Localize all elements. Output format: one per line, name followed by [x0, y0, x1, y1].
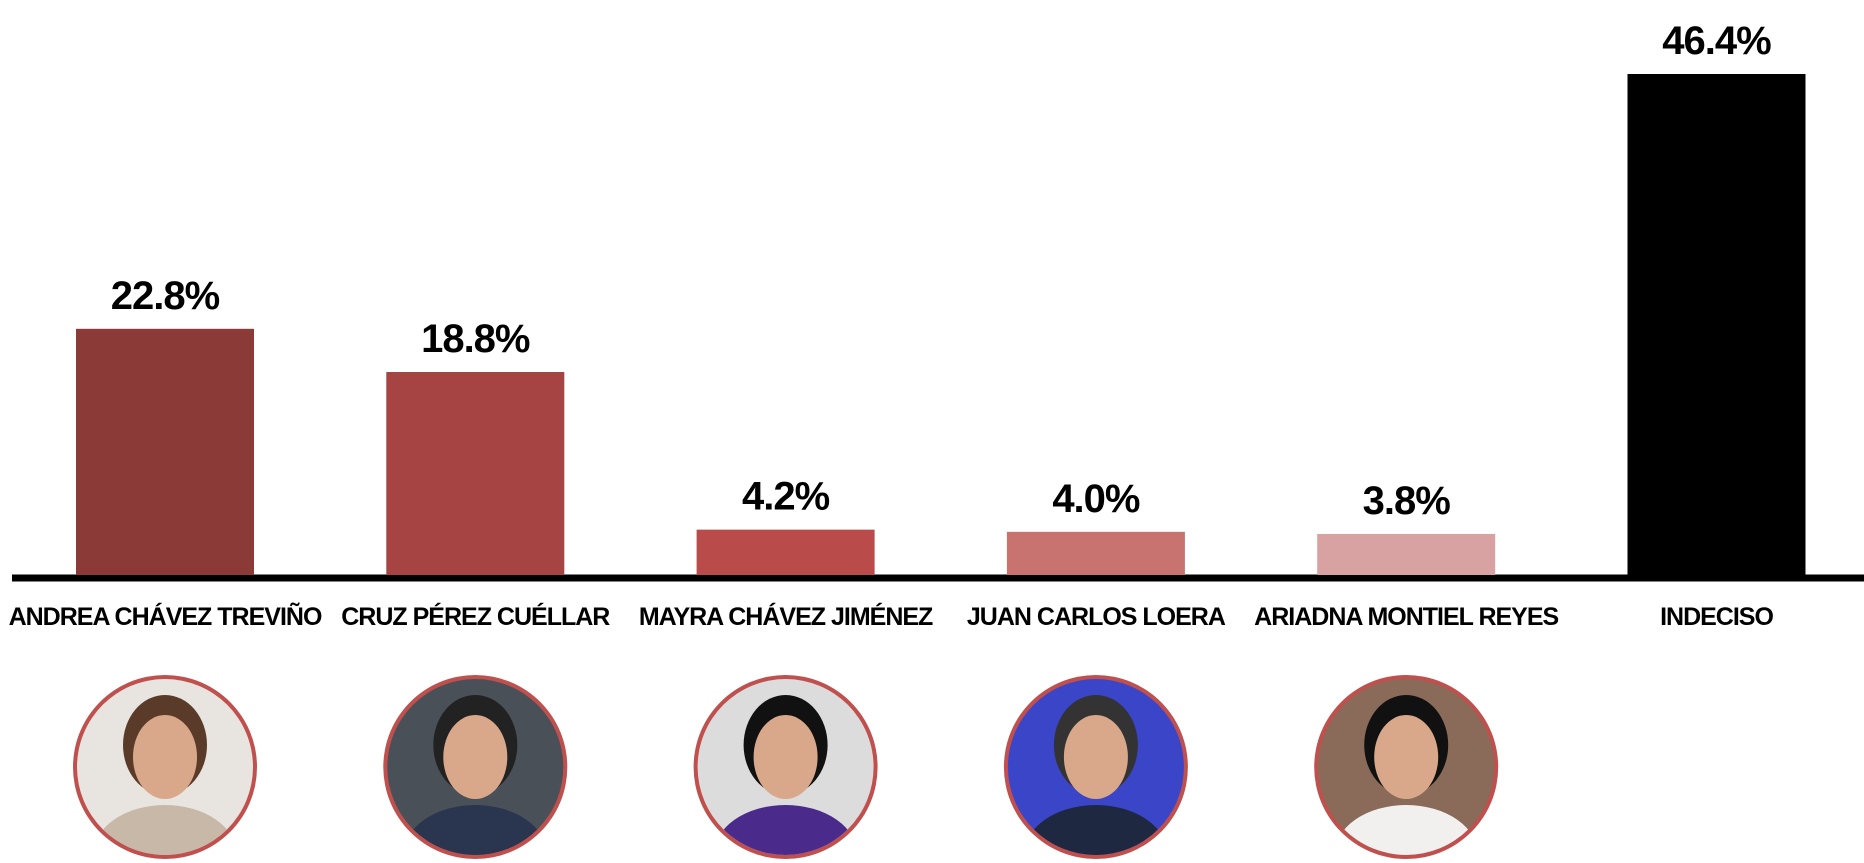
photo-face: [443, 715, 508, 799]
candidate-photo: [383, 675, 568, 859]
photo-content: [1318, 679, 1495, 855]
bar: [696, 529, 875, 575]
candidate-photo: [693, 675, 878, 859]
photo-content: [697, 679, 874, 855]
value-label: 18.8%: [421, 317, 530, 361]
photo-face: [1063, 715, 1128, 799]
value-label: 22.8%: [111, 274, 220, 318]
value-label: 4.2%: [742, 475, 830, 519]
bar: [1006, 531, 1185, 575]
candidate-photo: [1003, 675, 1188, 859]
photo-body: [1334, 805, 1479, 855]
photo-body: [93, 805, 237, 855]
value-label: 4.0%: [1052, 477, 1140, 521]
candidate-photo: [1314, 675, 1499, 859]
value-label: 3.8%: [1363, 479, 1451, 523]
bar: [1627, 74, 1806, 575]
photo-body: [713, 805, 858, 855]
value-label: 46.4%: [1662, 19, 1771, 63]
x-tick-label: ANDREA CHÁVEZ TREVIÑO: [9, 601, 322, 631]
bar: [1317, 533, 1496, 575]
photo-face: [753, 715, 818, 799]
candidate-photo: [73, 675, 257, 859]
x-tick-label: JUAN CARLOS LOERA: [967, 603, 1226, 631]
photo-face: [1374, 715, 1439, 799]
x-tick-label: INDECISO: [1660, 603, 1773, 631]
x-tick-label: MAYRA CHÁVEZ JIMÉNEZ: [639, 602, 933, 631]
bar: [76, 328, 254, 575]
x-tick-label: ARIADNA MONTIEL REYES: [1254, 603, 1558, 631]
photo-content: [1007, 679, 1184, 855]
photo-body: [1023, 805, 1168, 855]
photo-face: [133, 715, 197, 799]
x-tick-label: CRUZ PÉREZ CUÉLLAR: [341, 602, 610, 631]
photo-content: [77, 679, 253, 855]
bar: [386, 372, 565, 575]
photo-body: [403, 805, 548, 855]
photo-content: [387, 679, 564, 855]
